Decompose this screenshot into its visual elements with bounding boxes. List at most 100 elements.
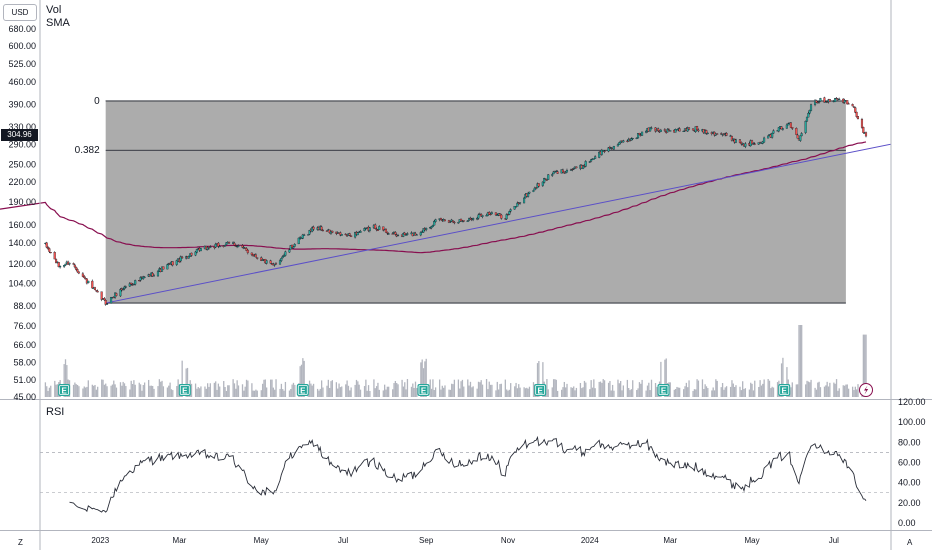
earnings-badge[interactable]: E [178,384,191,396]
volume-bar [711,390,713,397]
volume-bar [347,385,350,397]
volume-bar [401,379,403,397]
volume-bar [302,358,304,397]
volume-bar [751,383,753,397]
candle-body [273,263,276,266]
volume-bar [827,386,830,397]
candle-body [252,253,255,257]
sma-indicator-label[interactable]: SMA [46,17,70,29]
volume-bar [208,386,210,397]
candle-body [490,212,493,215]
candle-body [122,288,125,290]
candle-body [218,246,221,248]
auto-scale-button[interactable]: A [907,538,913,547]
price-axis-tick: 45.00 [13,392,36,402]
earnings-badge[interactable]: E [657,384,670,396]
volume-bar [338,383,340,397]
candle-body [68,262,71,265]
volume-bar [748,389,751,397]
candle-body [541,181,544,186]
candle-body [791,127,794,129]
timezone-button[interactable]: Z [18,538,23,547]
candle-body [59,265,62,268]
price-axis-tick: 66.00 [13,340,36,350]
volume-bar [385,389,387,397]
volume-bar [101,379,103,397]
volume-bar [762,383,764,397]
candle-body [297,237,300,245]
rsi-axis-tick: 20.00 [898,498,921,508]
volume-bar [856,389,858,397]
volume-bar [252,390,254,397]
volume-bar [810,379,812,397]
price-axis[interactable]: 680.00 600.00 525.00 460.00 390.00 330.00 290.… [8,24,36,402]
volume-bar [735,385,737,397]
volume-bar [825,385,827,397]
candle-body [293,244,296,247]
candle-body [422,228,425,233]
volume-bar [438,379,441,397]
volume-bar [449,389,452,397]
volume-bar [685,382,688,397]
volume-bar [162,386,165,397]
earnings-badge[interactable]: E [534,384,547,396]
earnings-badge[interactable]: E [778,384,791,396]
candle-body [45,242,48,248]
candle-body [228,241,231,244]
price-axis-tick: 58.00 [13,358,36,368]
volume-bar [75,384,77,397]
volume-bar [228,385,230,397]
volume-bar [355,379,358,397]
volume-bar [168,385,170,397]
volume-bar [626,379,629,397]
candle-body [288,249,291,253]
volume-bar [506,389,508,397]
volume-bar [122,381,124,397]
volume-bar [237,385,240,397]
volume-bar [798,325,800,397]
candle-body [761,141,764,144]
volume-bar [857,384,859,397]
volume-bar [815,389,818,397]
candle-body [650,127,653,129]
candle-body [480,214,483,217]
volume-bar [826,381,828,397]
dividend-badge[interactable] [859,383,873,397]
candle-body [83,275,86,278]
volume-bar [571,387,574,397]
volume-bar [106,386,108,397]
trendline[interactable] [105,143,892,304]
volume-bar [819,387,822,397]
volume-bar [754,380,756,397]
earnings-badge[interactable]: E [417,384,430,396]
volume-bar [244,386,246,397]
candle-body [618,142,621,145]
candle-body [209,246,212,248]
trendline-segment[interactable] [105,143,892,304]
time-axis-tick: May [254,536,269,545]
earnings-badge[interactable]: E [58,384,71,396]
candle-body [619,140,622,143]
volume-indicator-label[interactable]: Vol [46,4,62,16]
candle-body [556,171,559,174]
fib-retracement[interactable]: 0 0.382 [75,96,846,304]
volume-bar [241,384,244,397]
candle-body [53,252,56,260]
volume-bar [589,389,591,397]
volume-bar [366,390,368,397]
volume-bar [217,383,220,397]
rsi-axis-tick: 0.00 [898,518,916,528]
currency-badge[interactable]: USD [3,4,37,21]
rsi-indicator-label[interactable]: RSI [46,406,65,418]
volume-bar [134,384,136,397]
volume-bar [138,382,140,397]
fib-zone [105,100,846,304]
earnings-badge[interactable]: E [296,384,309,396]
time-axis[interactable]: 2023 Mar May Jul Sep Nov 2024 Mar May Jul [91,536,839,545]
volume-bar [782,357,784,397]
volume-bar [365,379,367,397]
candle-body [214,243,217,248]
rsi-axis[interactable]: 120.00 100.00 80.00 60.00 40.00 20.00 0.00 [898,397,926,528]
